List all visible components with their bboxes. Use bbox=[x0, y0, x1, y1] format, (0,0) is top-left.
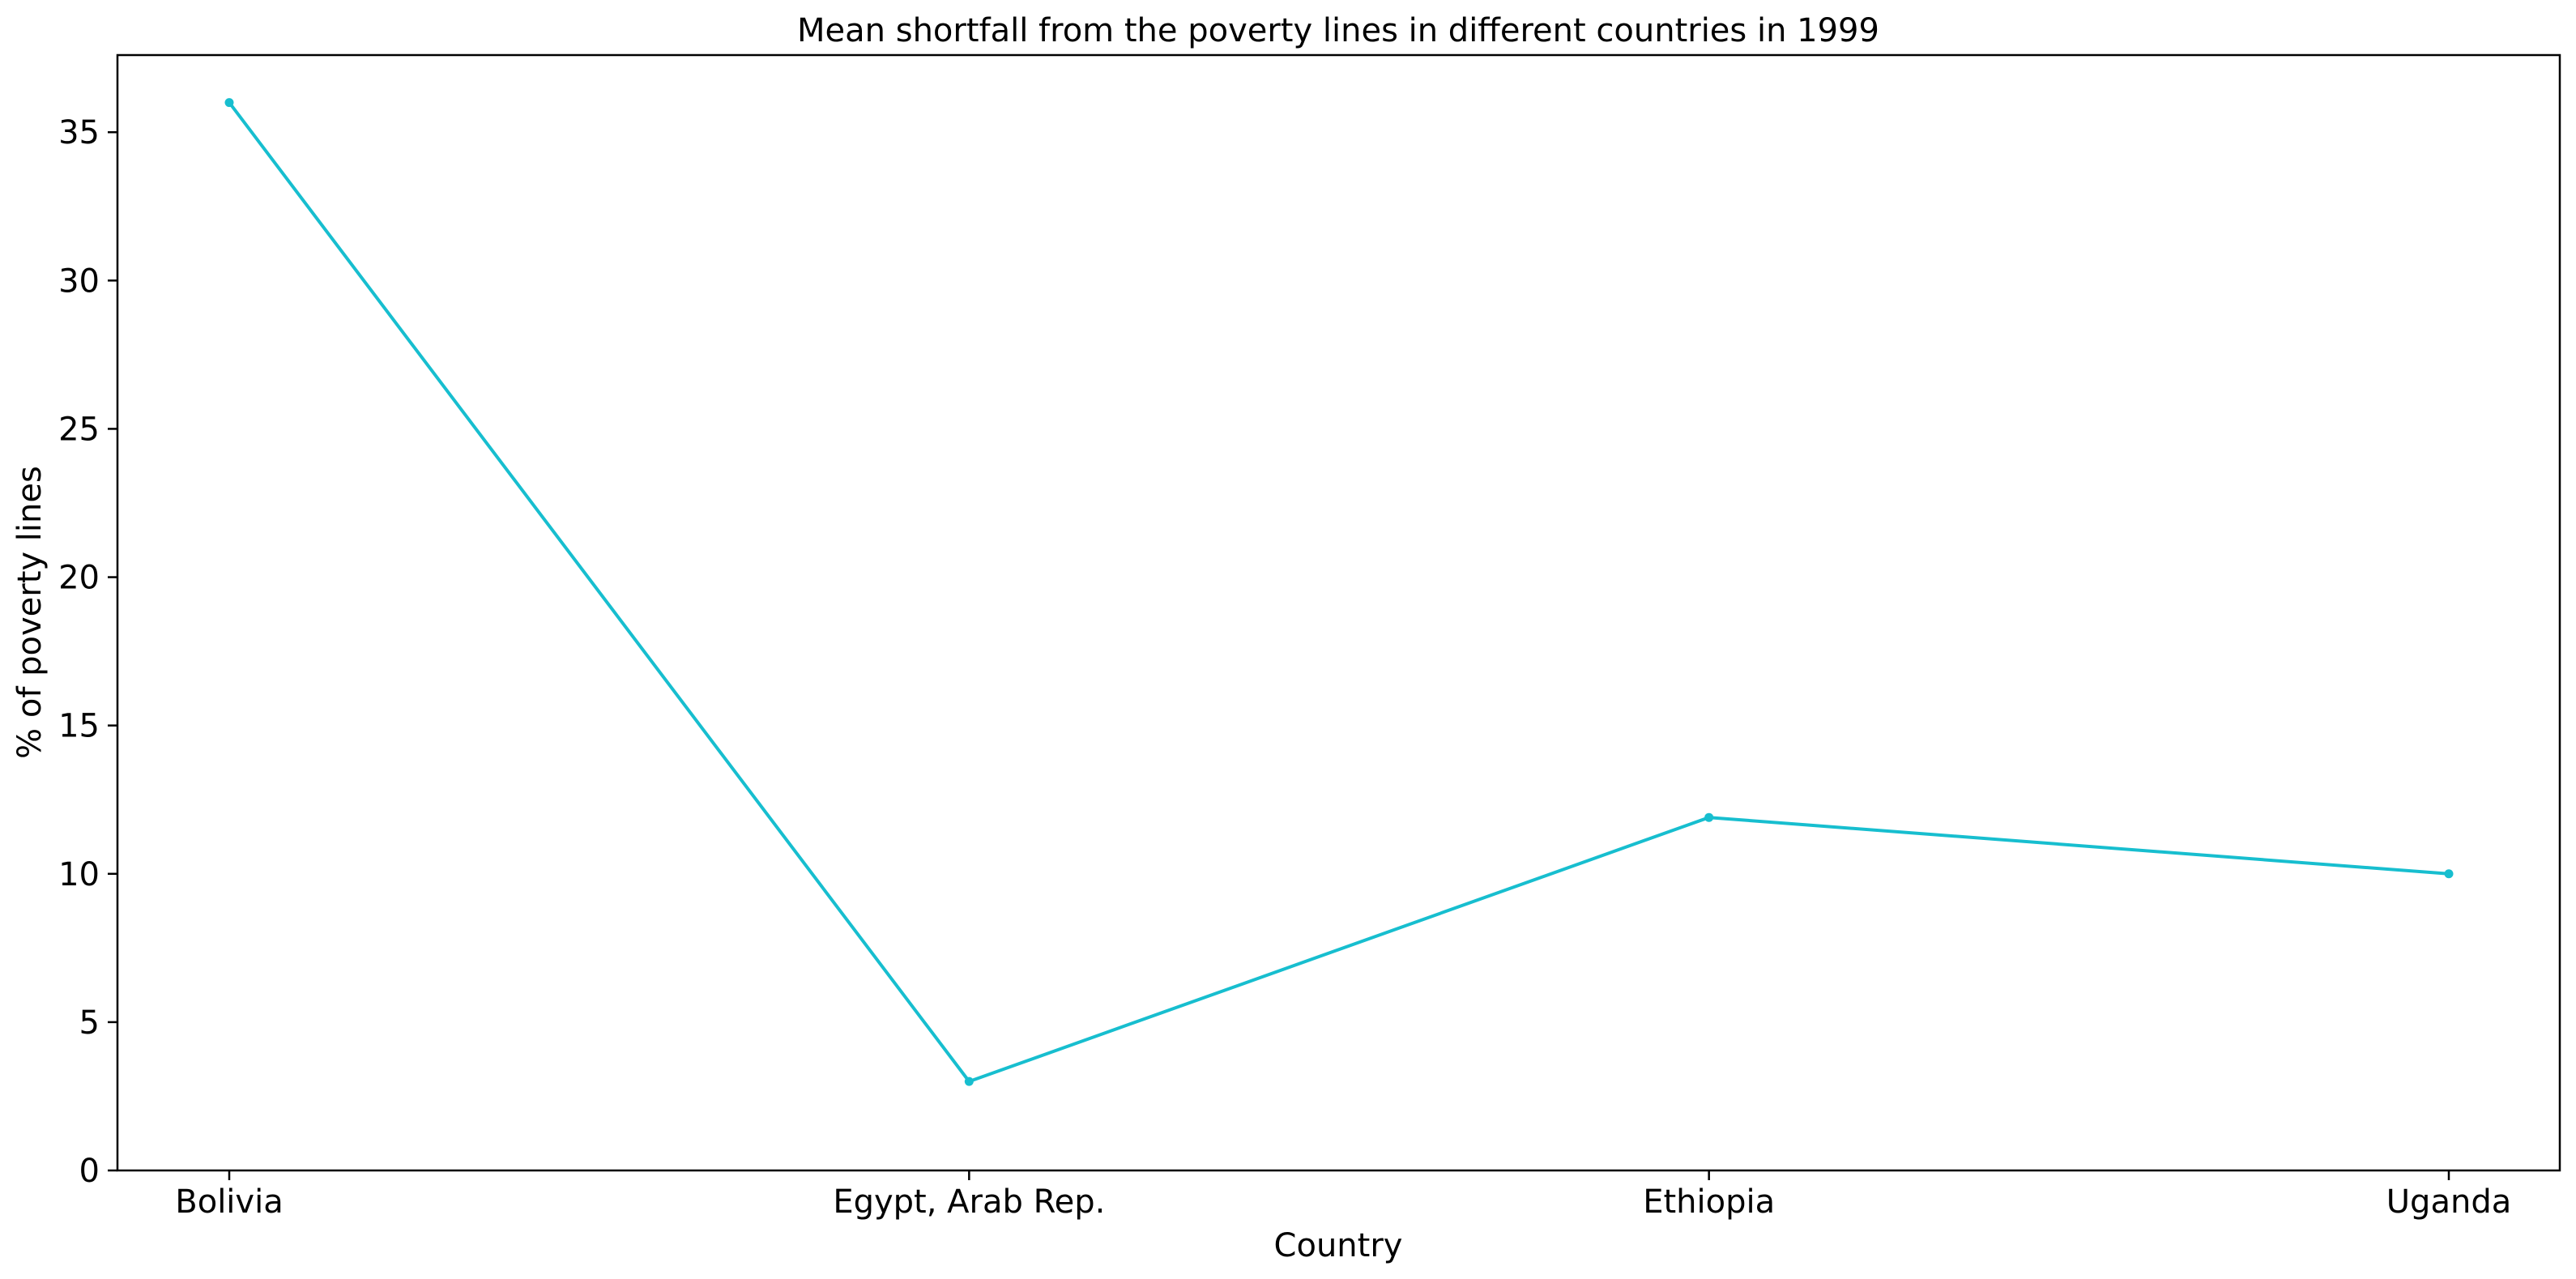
y-tick-label: 5 bbox=[79, 1004, 100, 1042]
y-tick-label: 30 bbox=[58, 262, 100, 300]
data-point bbox=[224, 98, 234, 108]
data-point bbox=[1704, 812, 1714, 822]
y-tick-label: 0 bbox=[79, 1153, 100, 1190]
data-point bbox=[964, 1076, 974, 1086]
x-tick-label: Egypt, Arab Rep. bbox=[833, 1183, 1105, 1221]
data-point bbox=[2444, 869, 2454, 879]
y-axis: 0 5 10 15 20 25 30 35 bbox=[58, 114, 117, 1190]
y-tick-label: 15 bbox=[58, 708, 100, 745]
series-layer bbox=[224, 98, 2454, 1086]
y-tick-label: 20 bbox=[58, 560, 100, 597]
x-axis: Bolivia Egypt, Arab Rep. Ethiopia Uganda bbox=[175, 1170, 2511, 1221]
y-tick-label: 25 bbox=[58, 411, 100, 448]
y-tick-label: 10 bbox=[58, 856, 100, 893]
x-axis-label: Country bbox=[1274, 1227, 1403, 1264]
x-tick-label: Uganda bbox=[2386, 1183, 2511, 1221]
chart-title: Mean shortfall from the poverty lines in… bbox=[797, 12, 1879, 49]
x-tick-label: Bolivia bbox=[175, 1183, 283, 1221]
series-line bbox=[228, 101, 2450, 1084]
x-tick-label: Ethiopia bbox=[1643, 1183, 1775, 1221]
plot-area-frame bbox=[116, 53, 2561, 1172]
y-axis-label: % of poverty lines bbox=[11, 466, 49, 759]
y-tick-label: 35 bbox=[58, 114, 100, 151]
